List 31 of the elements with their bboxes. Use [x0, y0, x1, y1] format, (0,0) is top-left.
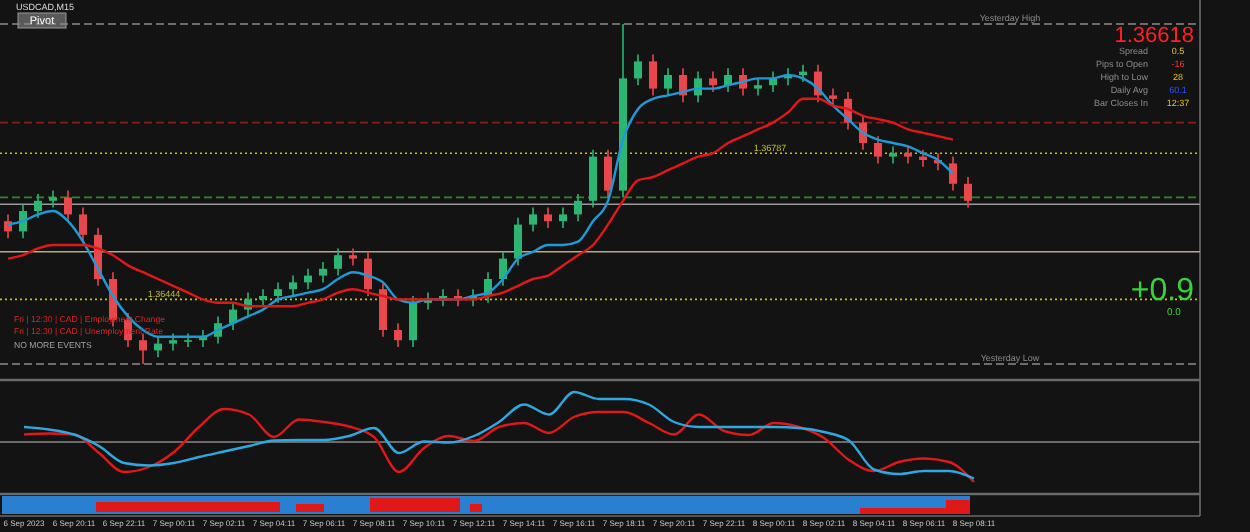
candlestick — [274, 281, 282, 304]
candlestick — [589, 149, 597, 209]
candlestick — [514, 217, 522, 267]
candlestick — [334, 247, 342, 277]
candlestick — [604, 149, 612, 199]
candlestick — [64, 189, 72, 222]
candlestick — [874, 135, 882, 165]
candlestick — [319, 261, 327, 284]
candlestick — [349, 247, 357, 267]
candlestick — [394, 322, 402, 348]
text: +0.9 — [1130, 274, 1195, 308]
text: 1.36618 — [1114, 24, 1194, 48]
candlestick — [949, 155, 957, 192]
candlestick — [409, 295, 417, 348]
candlestick — [559, 206, 567, 229]
candlestick — [574, 193, 582, 222]
candlestick — [34, 193, 42, 219]
candlestick — [634, 53, 642, 86]
candlestick — [139, 332, 147, 365]
candlestick — [709, 70, 717, 93]
candlestick — [49, 189, 57, 209]
candlestick — [649, 53, 657, 97]
candlestick — [544, 206, 552, 229]
candlestick — [289, 274, 297, 297]
candlestick — [379, 281, 387, 338]
candlestick — [529, 206, 537, 233]
candlestick — [889, 145, 897, 165]
candlestick — [964, 176, 972, 209]
candlestick — [184, 332, 192, 348]
candlestick — [79, 206, 87, 243]
candlestick — [664, 67, 672, 97]
